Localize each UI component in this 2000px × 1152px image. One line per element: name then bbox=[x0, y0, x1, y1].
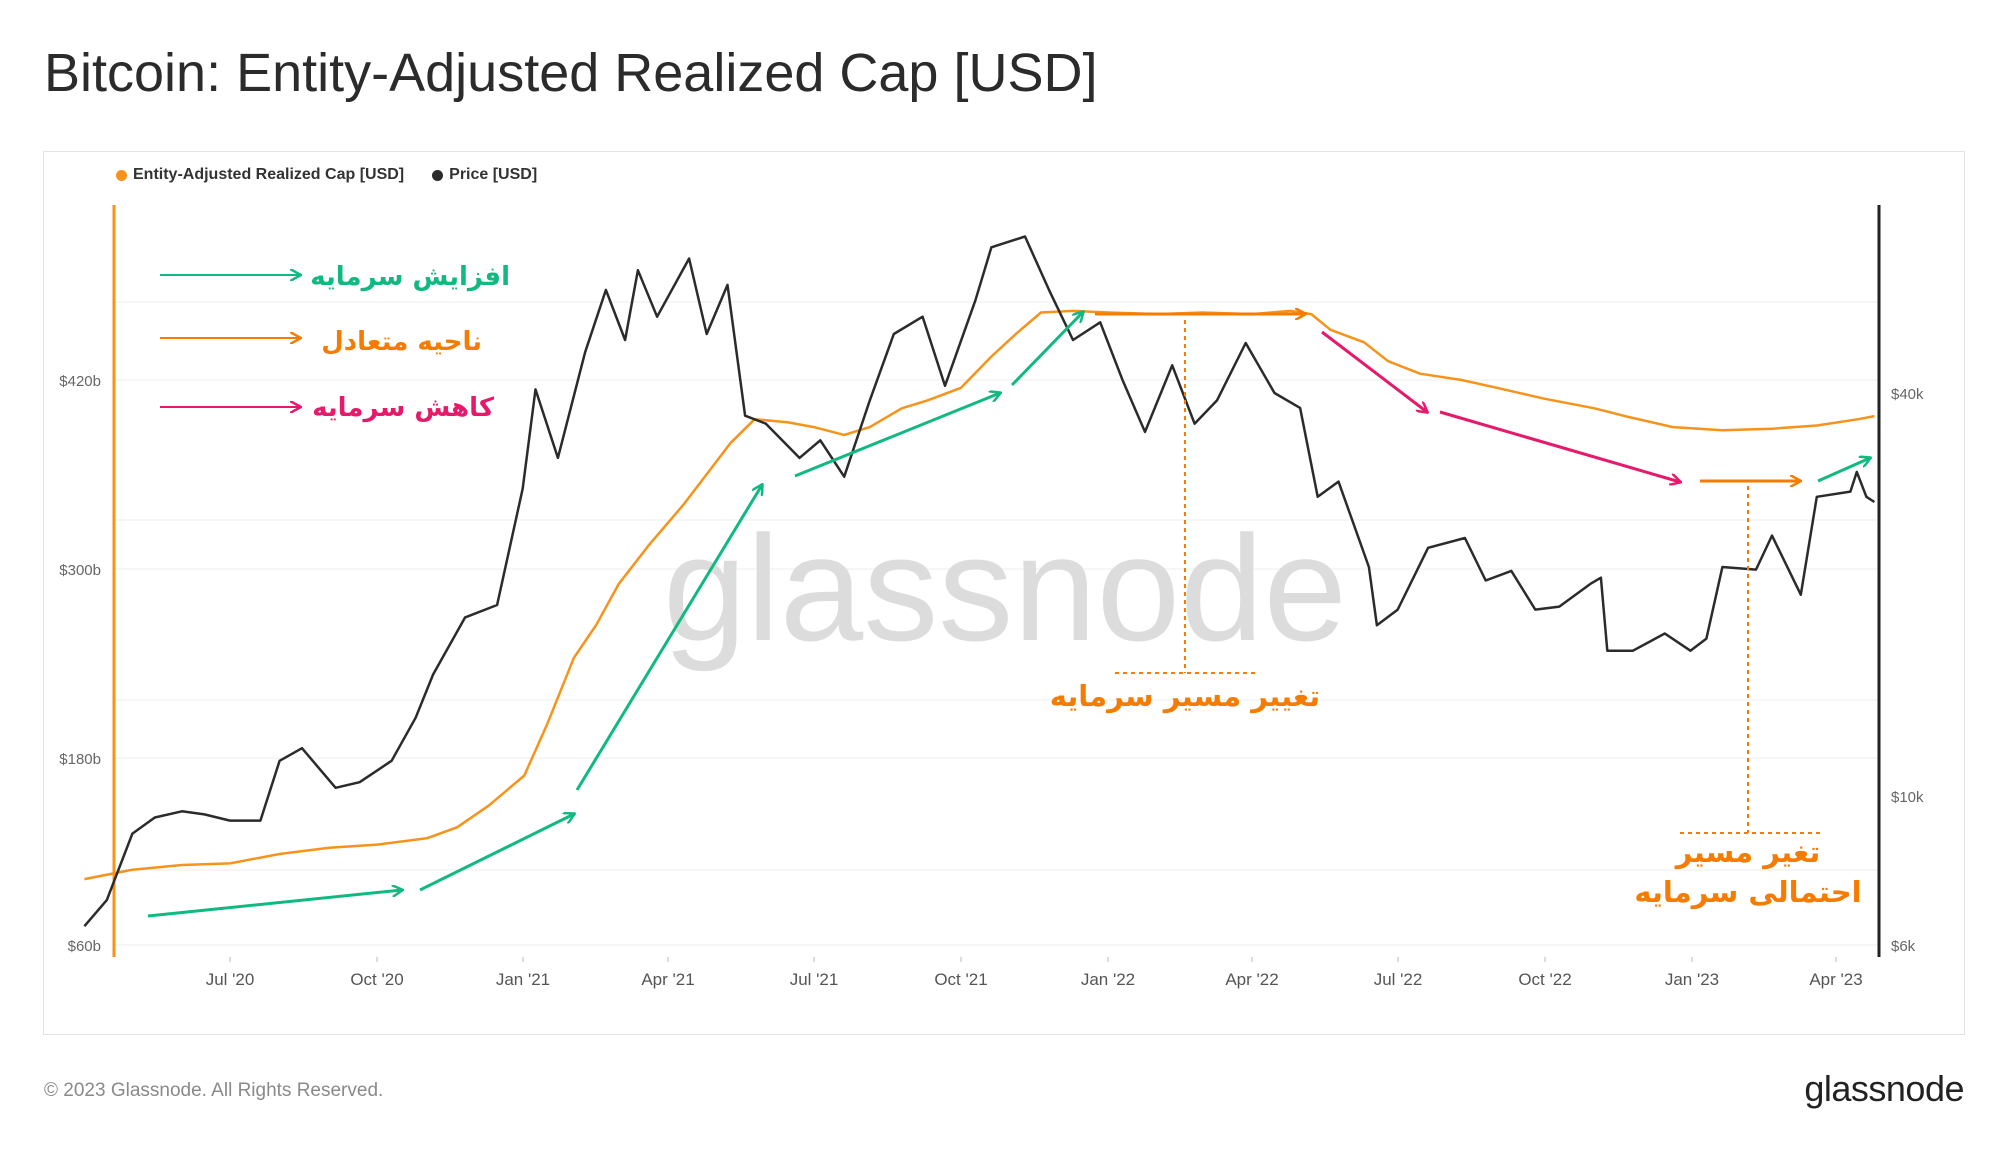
series-line-realized-cap bbox=[84, 309, 1875, 881]
legend-text-balance: ناحیه متعادل bbox=[321, 327, 482, 357]
x-tick-label: Apr '22 bbox=[1225, 970, 1278, 989]
increase-arrow bbox=[1010, 312, 1083, 387]
chart-frame bbox=[43, 151, 1965, 1035]
increase-arrow bbox=[1817, 458, 1870, 483]
increase-arrow bbox=[147, 890, 402, 918]
x-tick-label: Jul '22 bbox=[1374, 970, 1423, 989]
decrease-arrow bbox=[1321, 330, 1427, 412]
page-title: Bitcoin: Entity-Adjusted Realized Cap [U… bbox=[44, 43, 1098, 103]
legend-label-price: Price [USD] bbox=[449, 166, 538, 183]
legend-text-increase: افزایش سرمایه bbox=[310, 262, 510, 292]
capital-shift-label: تغییر مسیر سرمایه bbox=[1050, 679, 1320, 713]
footer-copyright: © 2023 Glassnode. All Rights Reserved. bbox=[44, 1080, 384, 1101]
legend-label-realized-cap: Entity-Adjusted Realized Cap [USD] bbox=[133, 166, 405, 183]
x-tick-label: Apr '21 bbox=[641, 970, 694, 989]
x-tick-label: Oct '21 bbox=[934, 970, 987, 989]
possible-shift-label-line2: احتمالی سرمایه bbox=[1634, 875, 1861, 909]
watermark: glassnode bbox=[663, 504, 1347, 672]
x-tick-label: Jul '21 bbox=[790, 970, 839, 989]
legend-dot-realized-cap bbox=[116, 169, 127, 181]
x-tick-label: Apr '23 bbox=[1809, 970, 1862, 989]
decrease-arrow bbox=[1439, 410, 1680, 482]
balance-arrows bbox=[1095, 314, 1800, 481]
x-tick-label: Jul '20 bbox=[206, 970, 255, 989]
increase-arrow bbox=[794, 393, 1000, 478]
x-tick-label: Jan '23 bbox=[1665, 970, 1719, 989]
chart-grid bbox=[114, 301, 1879, 962]
legend-item-realized-cap[interactable]: Entity-Adjusted Realized Cap [USD] bbox=[116, 166, 404, 184]
x-tick-label: Jan '21 bbox=[496, 970, 550, 989]
y-right-tick-label: $6k bbox=[1891, 938, 1916, 955]
x-axis-labels: Jul '20 Oct '20 Jan '21 Apr '21 Jul '21 … bbox=[206, 970, 1863, 989]
x-tick-label: Oct '20 bbox=[350, 970, 403, 989]
increase-arrow bbox=[575, 485, 762, 791]
annotation-legend: افزایش سرمایه ناحیه متعادل کاهش سرمایه bbox=[160, 262, 510, 423]
y-left-tick-label: $420b bbox=[59, 373, 101, 390]
series-line-price bbox=[83, 235, 1876, 928]
x-tick-label: Oct '22 bbox=[1518, 970, 1571, 989]
legend-text-decrease: کاهش سرمایه bbox=[312, 393, 495, 423]
x-tick-label: Jan '22 bbox=[1081, 970, 1135, 989]
possible-shift-label-line1: تغیر مسیر bbox=[1674, 835, 1821, 869]
chart-legend: Entity-Adjusted Realized Cap [USD] Price… bbox=[116, 166, 537, 184]
increase-arrow bbox=[419, 814, 574, 892]
footer-logo[interactable]: glassnode bbox=[1804, 1068, 1964, 1109]
y-right-tick-label: $40k bbox=[1891, 386, 1924, 403]
legend-dot-price bbox=[432, 169, 444, 181]
y-left-tick-label: $300b bbox=[59, 562, 101, 579]
shift-markers bbox=[1115, 320, 1820, 834]
y-right-tick-label: $10k bbox=[1891, 789, 1924, 806]
decrease-arrows bbox=[1321, 330, 1680, 482]
increase-arrows bbox=[147, 312, 1870, 918]
y-left-tick-label: $60b bbox=[68, 938, 101, 955]
legend-item-price[interactable]: Price [USD] bbox=[432, 166, 537, 184]
y-left-tick-label: $180b bbox=[59, 751, 101, 768]
